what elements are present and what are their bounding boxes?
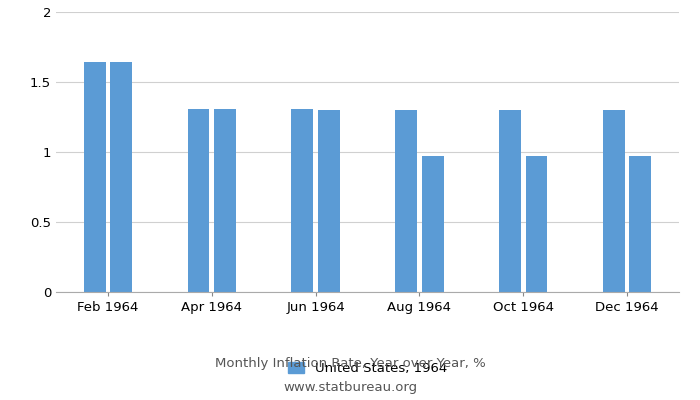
Text: Monthly Inflation Rate, Year over Year, %: Monthly Inflation Rate, Year over Year, …	[215, 358, 485, 370]
Bar	[421, 156, 444, 292]
Bar	[318, 110, 340, 292]
Bar	[188, 109, 209, 292]
Bar	[291, 109, 314, 292]
Bar	[395, 110, 417, 292]
Bar	[214, 109, 236, 292]
Text: www.statbureau.org: www.statbureau.org	[283, 382, 417, 394]
Bar	[499, 110, 521, 292]
Bar	[84, 62, 106, 292]
Bar	[603, 110, 625, 292]
Legend: United States, 1964: United States, 1964	[288, 362, 447, 375]
Bar	[526, 156, 547, 292]
Bar	[110, 62, 132, 292]
Bar	[629, 156, 651, 292]
